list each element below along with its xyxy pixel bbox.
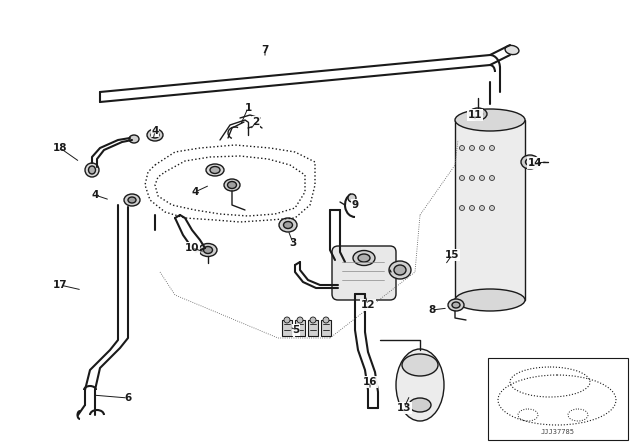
Ellipse shape [199, 244, 217, 257]
Ellipse shape [124, 194, 140, 206]
Ellipse shape [460, 176, 465, 181]
Text: 18: 18 [52, 143, 67, 153]
Ellipse shape [505, 45, 519, 55]
Ellipse shape [460, 206, 465, 211]
Ellipse shape [474, 111, 483, 117]
Bar [455, 120, 525, 300]
Ellipse shape [396, 349, 444, 421]
Bar [488, 358, 628, 440]
Text: 11: 11 [468, 110, 483, 120]
Ellipse shape [284, 221, 292, 228]
Ellipse shape [448, 299, 464, 311]
Ellipse shape [469, 108, 487, 120]
Ellipse shape [206, 164, 224, 176]
Ellipse shape [452, 302, 460, 308]
Ellipse shape [460, 146, 465, 151]
Text: 2: 2 [252, 117, 260, 127]
Ellipse shape [348, 194, 356, 202]
Ellipse shape [147, 129, 163, 141]
Ellipse shape [479, 176, 484, 181]
FancyBboxPatch shape [332, 246, 396, 300]
Text: 15: 15 [445, 250, 460, 260]
Ellipse shape [353, 250, 375, 266]
Ellipse shape [470, 206, 474, 211]
Text: 12: 12 [361, 300, 375, 310]
Ellipse shape [151, 132, 159, 138]
Bar [308, 320, 318, 336]
Ellipse shape [204, 246, 212, 254]
Text: 14: 14 [528, 158, 542, 168]
Bar [295, 320, 305, 336]
Ellipse shape [358, 254, 370, 262]
Ellipse shape [470, 146, 474, 151]
Text: 7: 7 [261, 45, 269, 55]
Text: 1: 1 [244, 103, 252, 113]
Ellipse shape [129, 135, 139, 143]
Bar [282, 320, 292, 336]
Text: 3: 3 [289, 238, 296, 248]
Ellipse shape [479, 146, 484, 151]
Text: 4: 4 [92, 190, 99, 200]
Text: 6: 6 [124, 393, 132, 403]
Ellipse shape [227, 181, 237, 189]
Text: 9: 9 [351, 200, 358, 210]
Ellipse shape [455, 289, 525, 311]
Ellipse shape [224, 179, 240, 191]
Ellipse shape [88, 166, 95, 174]
Ellipse shape [210, 167, 220, 173]
Ellipse shape [402, 354, 438, 376]
Ellipse shape [455, 109, 525, 131]
Ellipse shape [521, 155, 539, 169]
Text: JJJ37785: JJJ37785 [541, 429, 575, 435]
Text: 4: 4 [191, 187, 198, 197]
Ellipse shape [279, 218, 297, 232]
Ellipse shape [490, 146, 495, 151]
Text: 13: 13 [397, 403, 412, 413]
Ellipse shape [490, 206, 495, 211]
Ellipse shape [470, 176, 474, 181]
Ellipse shape [394, 265, 406, 275]
Ellipse shape [297, 317, 303, 323]
Ellipse shape [310, 317, 316, 323]
Ellipse shape [389, 261, 411, 279]
Ellipse shape [284, 317, 290, 323]
Bar [321, 320, 331, 336]
Text: 4: 4 [151, 126, 159, 136]
Text: 16: 16 [363, 377, 377, 387]
Text: 10: 10 [185, 243, 199, 253]
Text: 8: 8 [428, 305, 436, 315]
Text: 5: 5 [292, 325, 300, 335]
Text: 17: 17 [52, 280, 67, 290]
Ellipse shape [85, 163, 99, 177]
Ellipse shape [323, 317, 329, 323]
Ellipse shape [479, 206, 484, 211]
Ellipse shape [128, 197, 136, 203]
Ellipse shape [490, 176, 495, 181]
Ellipse shape [525, 159, 534, 165]
Ellipse shape [409, 398, 431, 412]
